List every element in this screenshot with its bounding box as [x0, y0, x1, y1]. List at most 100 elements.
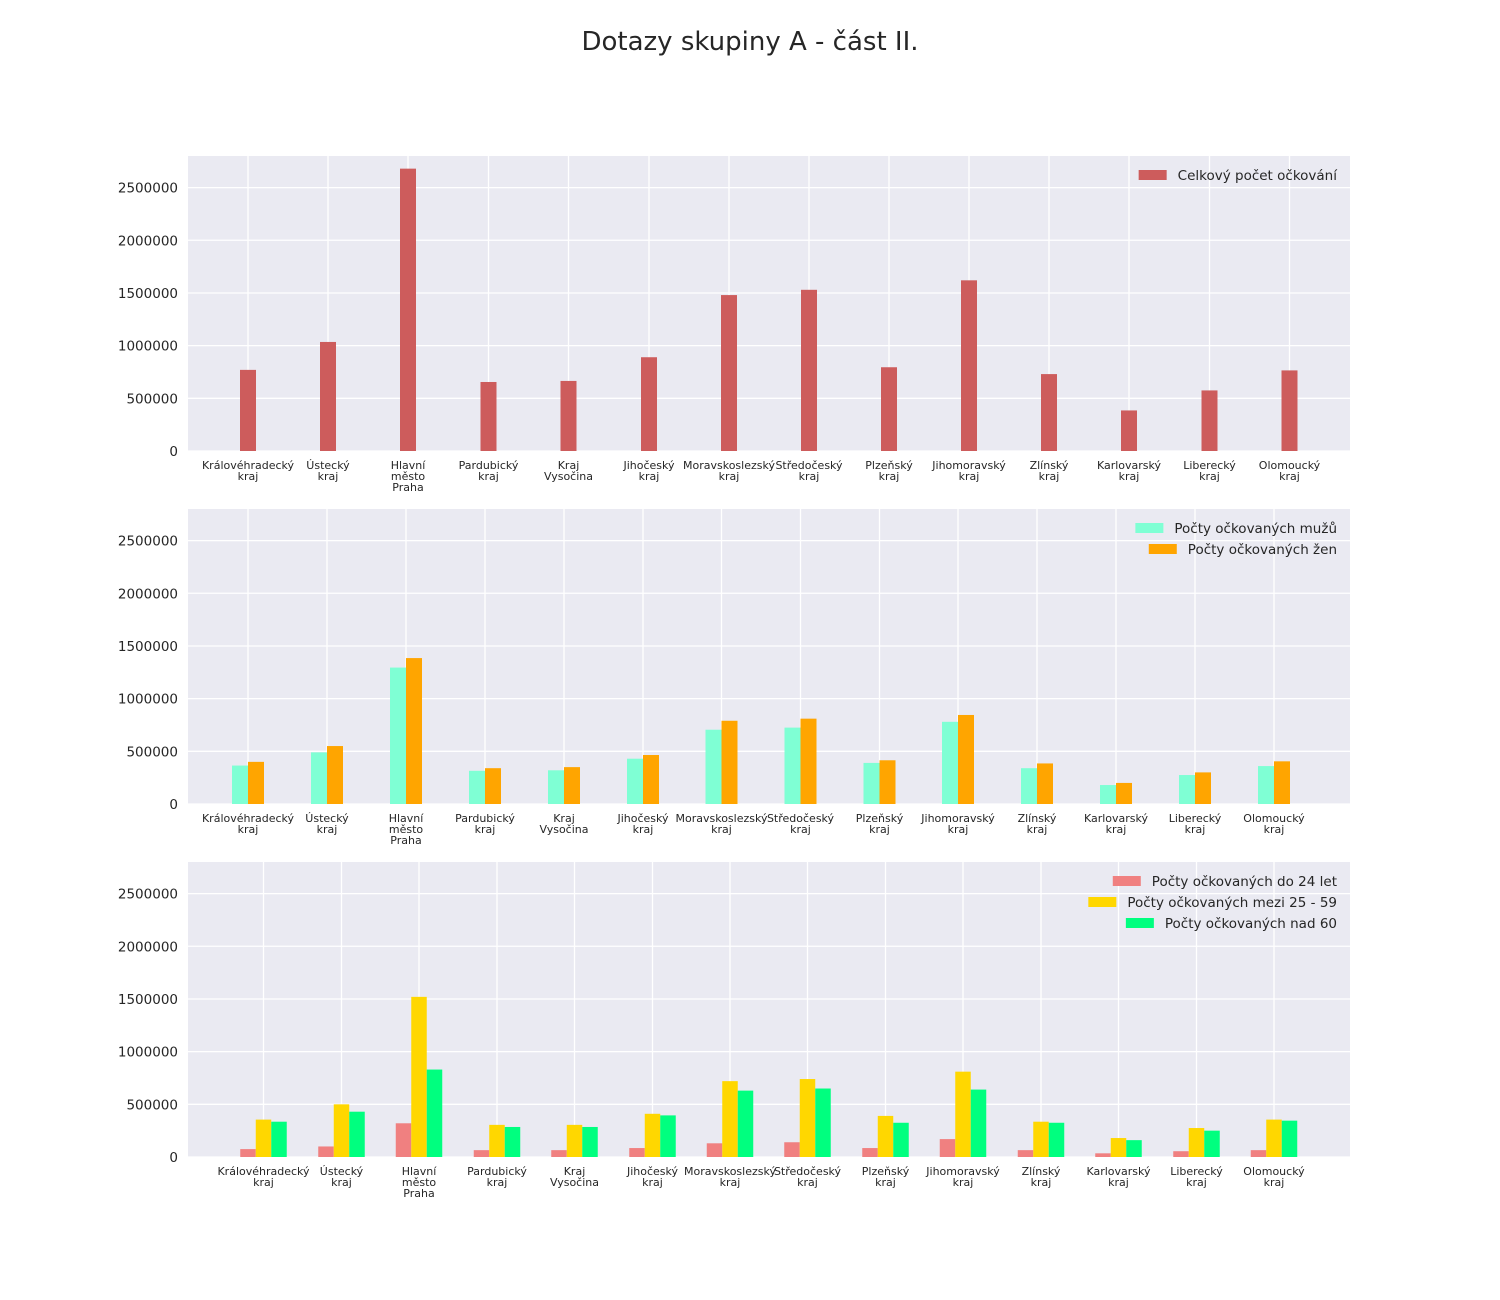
x-tick-label: Olomoucký kraj	[1259, 459, 1321, 483]
x-tick-label-line: Olomoucký	[1259, 459, 1321, 472]
x-tick-label-line: kraj	[1039, 470, 1060, 483]
x-tick-label-line: Zlínský	[1030, 459, 1069, 472]
bar	[582, 1126, 598, 1157]
x-tick-label: Liberecký kraj	[1183, 459, 1236, 483]
x-tick-label: Středočeský kraj	[774, 1165, 842, 1189]
y-tick-label: 2500000	[118, 181, 178, 197]
x-tick-label: Zlínský kraj	[1018, 812, 1057, 836]
x-tick-label-line: Praha	[403, 1187, 434, 1200]
x-tick-label-line: kraj	[238, 823, 259, 836]
x-tick-label: Zlínský kraj	[1030, 459, 1069, 483]
legend-label: Počty očkovaných žen	[1188, 542, 1337, 558]
x-tick-label-line: Zlínský	[1018, 812, 1057, 825]
chart-panel-2: 0 500000 1000000 1500000 2000000 2500000 Králo…	[118, 509, 1350, 847]
bar	[1100, 785, 1116, 804]
bar	[641, 357, 657, 451]
bar	[1037, 763, 1053, 804]
x-tick-label: Pardubický kraj	[459, 459, 519, 483]
bar	[1116, 782, 1132, 804]
x-tick-label-line: kraj	[1027, 823, 1048, 836]
x-tick-label-line: kraj	[720, 1176, 741, 1189]
x-tick-label: Ústecký kraj	[306, 459, 350, 483]
x-tick-label-line: kraj	[1264, 823, 1285, 836]
x-tick-label: Jihomoravský kraj	[931, 459, 1006, 483]
bar	[1179, 775, 1195, 804]
x-tick-label: Kraj Vysočina	[544, 459, 593, 483]
bar	[240, 369, 256, 451]
x-tick-label: Královéhradecký kraj	[217, 1165, 310, 1189]
bar	[863, 762, 880, 804]
legend: Počty očkovaných mužů Počty očkovaných že…	[1135, 521, 1337, 558]
bar	[333, 1104, 350, 1157]
legend: Celkový počet očkování	[1138, 168, 1339, 184]
x-tick-label: Karlovarský kraj	[1097, 459, 1162, 483]
bar	[893, 1122, 909, 1157]
x-tick-label: Plzeňský kraj	[862, 1165, 910, 1189]
y-tick-label: 1000000	[118, 692, 178, 708]
x-tick-label: Jihomoravský kraj	[920, 812, 995, 836]
y-tick-label: 1500000	[118, 286, 178, 302]
bar	[395, 1123, 412, 1157]
x-tick-label: Středočeský kraj	[775, 459, 843, 483]
bar	[721, 295, 737, 451]
x-tick-label-line: Jihomoravský	[925, 1165, 1000, 1178]
y-tick-label: 0	[169, 797, 178, 813]
x-tick-label: Liberecký kraj	[1169, 812, 1222, 836]
x-tick-label-line: Karlovarský	[1084, 812, 1149, 825]
x-tick-label: Středočeský kraj	[767, 812, 835, 836]
x-tick-label-line: Středočeský	[775, 459, 843, 472]
x-tick-label: Pardubický kraj	[467, 1165, 527, 1189]
x-tick-label: Moravskoslezský kraj	[683, 459, 775, 483]
x-tick-label-line: Vysočina	[544, 470, 593, 483]
bar	[955, 1071, 971, 1157]
x-tick-label: Ústecký kraj	[320, 1165, 364, 1189]
x-tick-label-line: kraj	[331, 1176, 352, 1189]
bar	[1048, 1122, 1065, 1157]
x-tick-label-line: kraj	[317, 823, 338, 836]
bar	[485, 768, 501, 804]
x-tick-label: Olomoucký kraj	[1243, 1165, 1305, 1189]
x-tick-label-line: město	[391, 470, 426, 483]
bar	[1095, 1153, 1111, 1157]
x-tick-label-line: kraj	[1108, 1176, 1129, 1189]
x-tick-label: Pardubický kraj	[455, 812, 515, 836]
bar	[1033, 1121, 1049, 1157]
x-tick-label-line: Jihočeský	[616, 812, 669, 825]
x-tick-label-line: Královéhradecký	[202, 459, 295, 472]
y-tick-label: 2500000	[118, 887, 178, 903]
x-tick-label-line: kraj	[797, 1176, 818, 1189]
legend-label: Celkový počet očkování	[1178, 168, 1339, 184]
bar	[881, 367, 897, 451]
bar	[942, 721, 958, 804]
legend-swatch	[1125, 918, 1154, 928]
bar	[961, 280, 977, 451]
legend-label: Počty očkovaných mezi 25 - 59	[1127, 895, 1337, 911]
x-tick-label: Královéhradecký kraj	[202, 812, 295, 836]
x-tick-label-line: Olomoucký	[1243, 1165, 1305, 1178]
x-tick-label-line: Praha	[392, 481, 423, 494]
y-tick-label: 2000000	[118, 939, 178, 955]
y-tick-label: 1000000	[118, 339, 178, 355]
x-tick-label-line: Středočeský	[767, 812, 835, 825]
bar	[1173, 1151, 1189, 1157]
x-tick-label-line: kraj	[711, 823, 732, 836]
x-tick-label: Hlavní město Praha	[389, 812, 425, 847]
x-tick-label: Jihočeský kraj	[626, 1165, 679, 1189]
x-tick-label-line: kraj	[1031, 1176, 1052, 1189]
x-tick-label-line: kraj	[1279, 470, 1300, 483]
x-tick-label-line: kraj	[1119, 470, 1140, 483]
x-tick-label-line: Karlovarský	[1097, 459, 1162, 472]
x-tick-label-line: Vysočina	[550, 1176, 599, 1189]
x-tick-label-line: Královéhradecký	[217, 1165, 310, 1178]
bar	[232, 765, 248, 804]
bar	[564, 767, 580, 804]
x-tick-label-line: Kraj	[558, 459, 580, 472]
bar	[426, 1069, 443, 1157]
bar	[1110, 1138, 1127, 1157]
bar	[489, 1124, 505, 1157]
x-tick-label-line: kraj	[1186, 1176, 1207, 1189]
bar	[800, 718, 817, 804]
bar	[801, 289, 817, 451]
x-tick-label-line: Vysočina	[539, 823, 588, 836]
